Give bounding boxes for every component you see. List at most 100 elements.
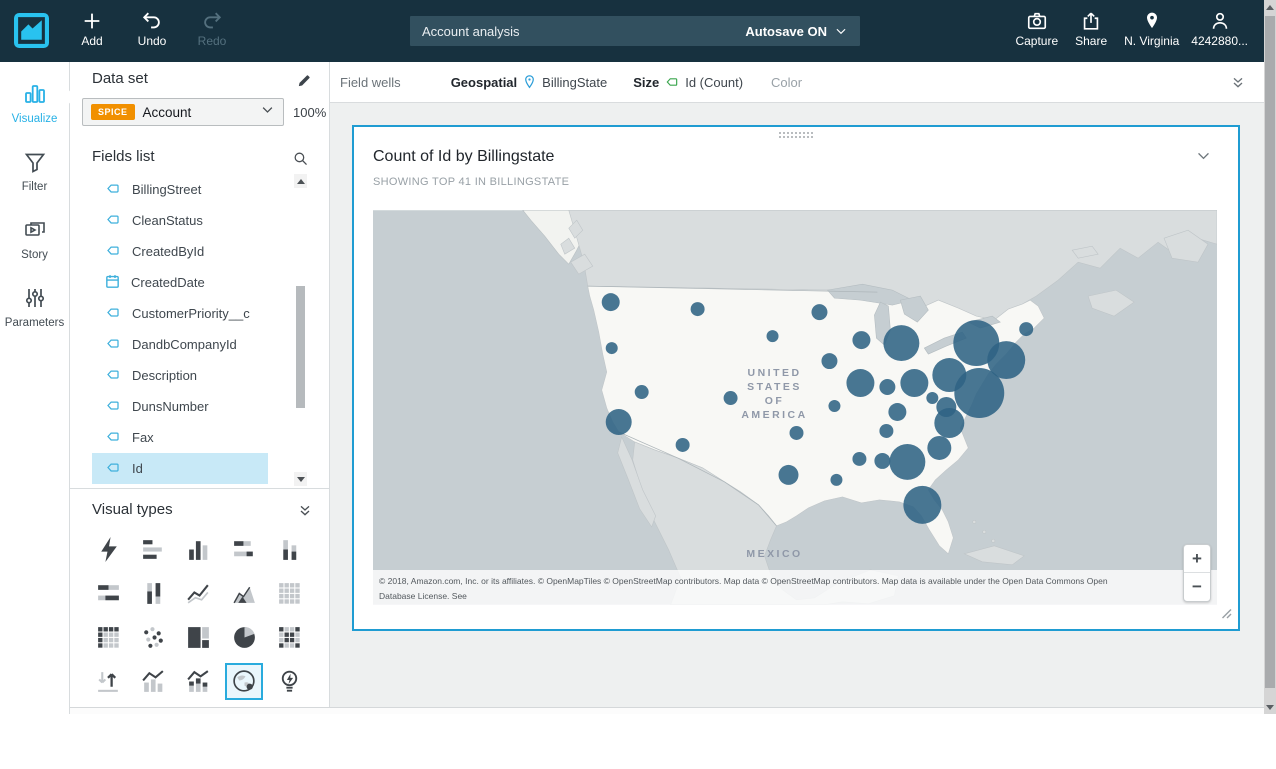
field-item-DandbCompanyId[interactable]: DandbCompanyId	[92, 329, 268, 360]
field-item-Id[interactable]: Id	[92, 453, 268, 484]
field-item-CleanStatus[interactable]: CleanStatus	[92, 205, 268, 236]
visual-type-horizontal-bar-chart[interactable]	[135, 531, 173, 568]
edit-dataset-pencil-icon[interactable]	[296, 72, 313, 94]
scroll-down-button[interactable]	[1264, 700, 1276, 714]
field-item-BillingStreet[interactable]: BillingStreet	[92, 174, 268, 205]
analysis-title-bar[interactable]: Account analysis Autosave ON	[410, 16, 860, 46]
visual-type-vertical-stacked-100-bar-chart[interactable]	[135, 575, 173, 612]
map-bubble[interactable]	[779, 465, 799, 485]
map-bubble[interactable]	[936, 397, 956, 417]
scroll-up-button[interactable]	[1264, 0, 1276, 14]
visual-type-geospatial-map[interactable]	[225, 663, 263, 700]
map-bubble[interactable]	[903, 486, 941, 524]
map-bubble[interactable]	[888, 403, 906, 421]
map-bubble[interactable]	[879, 424, 893, 438]
map-bubble[interactable]	[767, 330, 779, 342]
scroll-down-button[interactable]	[294, 472, 307, 486]
visual-menu-chevron-icon[interactable]	[1195, 147, 1212, 169]
zoom-in-button[interactable]: +	[1184, 545, 1210, 573]
map-bubble[interactable]	[879, 379, 895, 395]
field-item-Fax[interactable]: Fax	[92, 422, 268, 453]
scroll-up-button[interactable]	[294, 174, 307, 188]
map-bubble[interactable]	[852, 331, 870, 349]
visual-type-horizontal-stacked-100-bar-chart[interactable]	[90, 575, 128, 612]
redo-button[interactable]: Redo	[181, 8, 243, 48]
field-item-CustomerPriority__c[interactable]: CustomerPriority__c	[92, 298, 268, 329]
map-bubble[interactable]	[691, 302, 705, 316]
map-bubble[interactable]	[606, 409, 632, 435]
sidebar-item-story[interactable]: Story	[0, 212, 69, 266]
fields-scrollbar[interactable]	[294, 174, 307, 486]
map-bubble[interactable]	[954, 368, 1004, 418]
visual-type-scatter-plot[interactable]	[135, 619, 173, 656]
visual-type-horizontal-stacked-bar-chart[interactable]	[225, 531, 263, 568]
capture-button[interactable]: Capture	[1009, 8, 1064, 48]
geospatial-well[interactable]: Geospatial BillingState	[451, 74, 608, 90]
visual-card[interactable]: Count of Id by Billingstate SHOWING TOP …	[352, 125, 1240, 631]
visual-type-kpi[interactable]	[90, 663, 128, 700]
visual-type-tree-map[interactable]	[180, 619, 218, 656]
visual-type-insights[interactable]	[270, 663, 308, 700]
region-selector[interactable]: N. Virginia	[1118, 8, 1185, 48]
field-item-Description[interactable]: Description	[92, 360, 268, 391]
window-scrollbar[interactable]	[1264, 0, 1276, 714]
attribution-line2[interactable]: http://www.openstreetmap.org/copyright.	[379, 604, 1127, 605]
visual-type-table[interactable]	[90, 619, 128, 656]
analysis-title[interactable]: Account analysis	[422, 24, 520, 39]
map-bubble[interactable]	[926, 392, 938, 404]
color-well[interactable]: Color	[771, 75, 802, 90]
drag-handle-dots[interactable]	[778, 131, 814, 139]
autosave-dropdown[interactable]: Autosave ON	[745, 24, 848, 39]
expand-double-chevron-icon[interactable]	[1230, 75, 1246, 94]
search-icon[interactable]	[292, 150, 309, 172]
map-bubble[interactable]	[889, 444, 925, 480]
map-bubble[interactable]	[724, 391, 738, 405]
map-bubble[interactable]	[874, 453, 890, 469]
account-menu[interactable]: 4242880...	[1185, 8, 1254, 48]
add-button[interactable]: Add	[61, 8, 123, 48]
visual-type-line-chart[interactable]	[180, 575, 218, 612]
map-bubble[interactable]	[790, 426, 804, 440]
zoom-out-button[interactable]: −	[1184, 573, 1210, 601]
visual-type-pie-chart[interactable]	[225, 619, 263, 656]
field-item-CreatedById[interactable]: CreatedById	[92, 236, 268, 267]
visual-type-pivot-table[interactable]	[270, 575, 308, 612]
map-bubble[interactable]	[830, 474, 842, 486]
map-bubble[interactable]	[676, 438, 690, 452]
map-bubble[interactable]	[852, 452, 866, 466]
resize-handle[interactable]	[1221, 606, 1232, 624]
sidebar-item-parameters[interactable]: Parameters	[0, 280, 69, 334]
collapse-double-chevron-icon[interactable]	[297, 503, 313, 524]
visual-type-heat-map[interactable]	[270, 619, 308, 656]
map-bubble[interactable]	[828, 400, 840, 412]
sidebar-item-filter[interactable]: Filter	[0, 144, 69, 198]
dimension-tag-icon	[104, 460, 122, 478]
field-item-DunsNumber[interactable]: DunsNumber	[92, 391, 268, 422]
visual-type-vertical-stacked-bar-chart[interactable]	[270, 531, 308, 568]
scrollbar-thumb[interactable]	[296, 286, 305, 408]
size-well[interactable]: Size Id (Count)	[633, 75, 743, 90]
sidebar-item-visualize[interactable]: Visualize	[0, 76, 69, 130]
undo-button[interactable]: Undo	[121, 8, 183, 48]
dataset-selector[interactable]: SPICE Account	[82, 98, 284, 126]
map-bubble[interactable]	[606, 342, 618, 354]
map-bubble[interactable]	[821, 353, 837, 369]
map-bubble[interactable]	[635, 385, 649, 399]
map-bubble[interactable]	[846, 369, 874, 397]
map-bubble[interactable]	[883, 325, 919, 361]
share-button[interactable]: Share	[1064, 8, 1118, 48]
map-bubble[interactable]	[900, 369, 928, 397]
visual-type-area-line-chart[interactable]	[225, 575, 263, 612]
quicksight-logo[interactable]	[14, 13, 49, 48]
map-bubble[interactable]	[927, 436, 951, 460]
visual-type-combo-chart[interactable]	[135, 663, 173, 700]
geospatial-map-visual[interactable]: UNITEDSTATESOFAMERICA MEXICO © 2018, Ama…	[373, 210, 1217, 605]
map-bubble[interactable]	[602, 293, 620, 311]
visual-type-auto-graph[interactable]	[90, 531, 128, 568]
map-bubble[interactable]	[1019, 322, 1033, 336]
scrollbar-thumb[interactable]	[1265, 16, 1275, 688]
visual-type-vertical-bar-chart[interactable]	[180, 531, 218, 568]
visual-type-stacked-combo-chart[interactable]	[180, 663, 218, 700]
field-item-CreatedDate[interactable]: CreatedDate	[92, 267, 268, 298]
map-bubble[interactable]	[811, 304, 827, 320]
